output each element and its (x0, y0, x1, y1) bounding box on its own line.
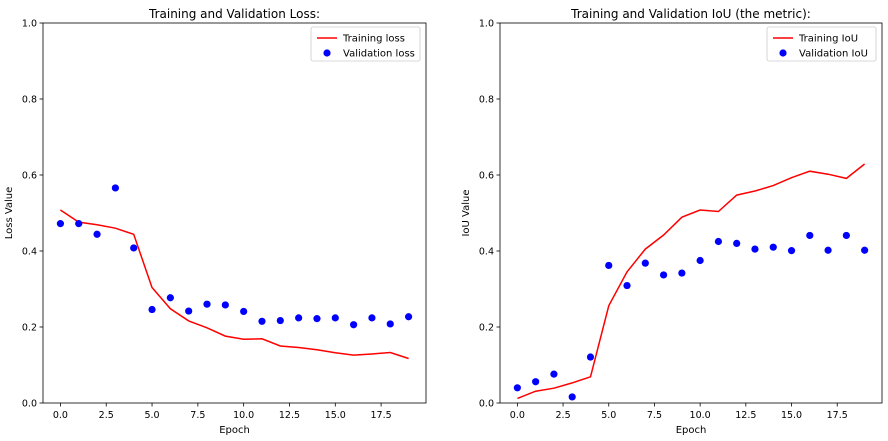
loss-ytick-label: 0.4 (22, 247, 37, 258)
iou-chart-ticks: 0.0 2.5 5.0 7.5 10.0 12.5 15.0 17.5 0.0 0.2 0.4 0.6… (479, 19, 848, 422)
iou-validation-point (641, 259, 649, 267)
loss-xtick-label: 15.0 (325, 410, 346, 421)
loss-ytick-label: 1.0 (22, 19, 37, 30)
loss-validation-point (331, 314, 339, 322)
loss-chart-ticks: 0.0 2.5 5.0 7.5 10.0 12.5 15.0 17.5 0.0 0.2 0.4 0.6… (22, 19, 392, 422)
iou-chart-ylabel: IoU Value (461, 189, 472, 236)
loss-ytick-label: 0.8 (22, 95, 37, 106)
loss-xtick-label: 2.5 (99, 410, 114, 421)
iou-chart-legend: Training IoU Validation IoU (766, 26, 877, 62)
loss-validation-point (75, 220, 83, 228)
iou-legend-label: Validation IoU (799, 49, 868, 60)
loss-validation-point (295, 314, 303, 322)
loss-xtick-label: 12.5 (279, 410, 300, 421)
loss-xtick-label: 0.0 (53, 410, 68, 421)
iou-validation-point (568, 393, 576, 401)
iou-xtick-label: 7.5 (647, 410, 662, 421)
iou-validation-point (532, 378, 540, 386)
iou-legend-box (766, 26, 877, 62)
loss-validation-point (56, 220, 65, 228)
loss-validation-point (166, 294, 174, 302)
iou-ytick-label: 0.0 (479, 399, 494, 410)
loss-training-line (59, 209, 409, 360)
iou-validation-point (605, 261, 613, 270)
loss-chart-marks (56, 184, 413, 360)
iou-validation-point (623, 281, 631, 290)
iou-xtick-label: 17.5 (827, 410, 848, 421)
loss-chart-legend: Training loss Validation loss (310, 26, 421, 62)
loss-validation-point (130, 244, 138, 252)
loss-validation-point (240, 307, 248, 316)
iou-validation-point (751, 245, 759, 253)
iou-legend-label: Training IoU (798, 34, 858, 45)
loss-validation-point (258, 317, 266, 325)
iou-validation-point (787, 247, 796, 255)
iou-xtick-label: 5.0 (601, 410, 616, 421)
iou-chart: Training and Validation IoU (the metric)… (461, 7, 883, 436)
loss-validation-point (111, 184, 119, 192)
loss-legend-box (310, 26, 421, 62)
iou-ytick-label: 0.2 (479, 323, 494, 334)
iou-validation-point (842, 231, 850, 240)
iou-xtick-label: 12.5 (735, 410, 756, 421)
iou-chart-title: Training and Validation IoU (the metric)… (570, 7, 811, 21)
iou-validation-point (769, 243, 777, 251)
loss-validation-point (368, 314, 376, 322)
loss-validation-point (313, 315, 321, 323)
iou-legend-dot-swatch (779, 49, 787, 57)
loss-chart-frame (42, 22, 427, 404)
iou-chart-frame (499, 22, 883, 404)
iou-ytick-label: 0.6 (479, 171, 494, 182)
iou-xtick-label: 15.0 (781, 410, 802, 421)
iou-validation-point (733, 239, 741, 247)
iou-validation-point (806, 231, 814, 240)
iou-ytick-label: 1.0 (479, 19, 494, 30)
loss-validation-point (350, 321, 358, 329)
iou-validation-point (659, 271, 668, 279)
loss-xtick-label: 10.0 (233, 410, 254, 421)
iou-validation-point (513, 384, 521, 392)
loss-validation-point (404, 313, 413, 321)
loss-legend-label: Validation loss (343, 49, 415, 60)
iou-validation-point (696, 256, 704, 265)
loss-validation-point (148, 305, 156, 314)
iou-xtick-label: 2.5 (556, 410, 571, 421)
loss-chart-title: Training and Validation Loss: (148, 7, 320, 21)
loss-xtick-label: 17.5 (371, 410, 392, 421)
iou-validation-point (714, 237, 723, 246)
iou-validation-point (824, 246, 832, 254)
iou-validation-point (586, 353, 595, 361)
loss-validation-point (185, 307, 193, 315)
loss-ytick-label: 0.6 (22, 171, 37, 182)
iou-ytick-label: 0.8 (479, 95, 494, 106)
loss-legend-label: Training loss (342, 34, 405, 45)
iou-validation-point (550, 370, 558, 378)
loss-chart-xlabel: Epoch (219, 425, 250, 436)
iou-chart-marks (513, 163, 869, 401)
loss-validation-point (386, 320, 394, 328)
loss-legend-dot-swatch (323, 49, 331, 57)
iou-xtick-label: 10.0 (690, 410, 711, 421)
iou-training-line (517, 163, 866, 400)
iou-validation-point (678, 269, 686, 277)
iou-xtick-label: 0.0 (510, 410, 525, 421)
loss-validation-point (221, 301, 229, 309)
loss-ytick-label: 0.2 (22, 323, 37, 334)
iou-chart-xlabel: Epoch (676, 425, 707, 436)
loss-validation-point (203, 300, 211, 308)
iou-ytick-label: 0.4 (479, 247, 494, 258)
loss-chart: Training and Validation Loss: Epoch Loss… (4, 7, 427, 436)
loss-ytick-label: 0.0 (22, 399, 37, 410)
loss-xtick-label: 7.5 (190, 410, 205, 421)
loss-chart-ylabel: Loss Value (4, 187, 15, 240)
loss-validation-point (93, 230, 101, 238)
loss-xtick-label: 5.0 (144, 410, 159, 421)
loss-validation-point (276, 316, 284, 325)
iou-validation-point (861, 246, 869, 254)
